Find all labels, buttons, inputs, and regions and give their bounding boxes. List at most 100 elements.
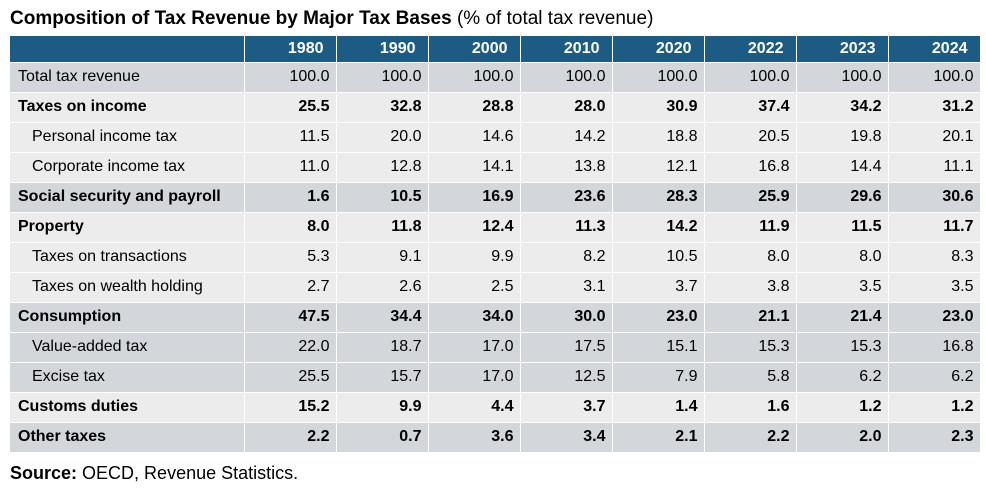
table-cell-value: 22.0: [244, 332, 337, 363]
row-label: Social security and payroll: [10, 182, 245, 213]
table-cell-value: 3.7: [520, 392, 613, 423]
table-cell-value: 18.7: [336, 332, 429, 363]
table-cell-value: 14.2: [520, 122, 613, 153]
table-cell-value: 4.4: [428, 392, 521, 423]
table-row: Property 8.0 11.8 12.4 11.3 14.2 11.9 11.5 11.7: [10, 212, 981, 243]
table-cell-value: 10.5: [336, 182, 429, 213]
table-row: Other taxes 2.2 0.7 3.6 3.4 2.1 2.2 2.0 2.3: [10, 422, 981, 453]
table-cell-value: 7.9: [612, 362, 705, 393]
column-header-2024: 2024: [888, 36, 981, 63]
source-note: Source: OECD, Revenue Statistics.: [10, 463, 298, 484]
table-cell-value: 100.0: [244, 62, 337, 93]
table-cell-value: 2.0: [796, 422, 889, 453]
table-cell-value: 28.8: [428, 92, 521, 123]
column-header-2023: 2023: [796, 36, 889, 63]
table-cell-value: 18.8: [612, 122, 705, 153]
table-cell-value: 1.2: [888, 392, 981, 423]
table-header-row: 1980 1990 2000 2010 2020 2022 2023 2024: [10, 36, 981, 63]
table-row: Corporate income tax 11.0 12.8 14.1 13.8 12.1…: [10, 152, 981, 183]
table-cell-value: 21.4: [796, 302, 889, 333]
table-cell-value: 11.9: [704, 212, 797, 243]
table-row: Social security and payroll 1.6 10.5 16.9 23…: [10, 182, 981, 213]
table-cell-value: 29.6: [796, 182, 889, 213]
table-cell-value: 1.4: [612, 392, 705, 423]
column-header-2020: 2020: [612, 36, 705, 63]
column-header-2010: 2010: [520, 36, 613, 63]
table-cell-value: 12.5: [520, 362, 613, 393]
table-cell-value: 15.2: [244, 392, 337, 423]
column-header-2022: 2022: [704, 36, 797, 63]
table-cell-value: 100.0: [336, 62, 429, 93]
table-cell-value: 8.0: [244, 212, 337, 243]
table-cell-value: 28.0: [520, 92, 613, 123]
table-cell-value: 1.2: [796, 392, 889, 423]
table-cell-value: 6.2: [888, 362, 981, 393]
table-cell-value: 2.5: [428, 272, 521, 303]
row-label: Total tax revenue: [10, 62, 245, 93]
table-cell-value: 14.6: [428, 122, 521, 153]
table-cell-value: 8.3: [888, 242, 981, 273]
table-cell-value: 31.2: [888, 92, 981, 123]
table-cell-value: 8.0: [704, 242, 797, 273]
table-cell-value: 30.0: [520, 302, 613, 333]
table-cell-value: 11.3: [520, 212, 613, 243]
table-cell-value: 6.2: [796, 362, 889, 393]
table-title-main: Composition of Tax Revenue by Major Tax …: [10, 8, 452, 29]
table-row: Customs duties 15.2 9.9 4.4 3.7 1.4 1.6 1.2 1.2: [10, 392, 981, 423]
table-cell-value: 3.8: [704, 272, 797, 303]
row-label: Corporate income tax: [10, 152, 245, 183]
table-cell-value: 9.9: [336, 392, 429, 423]
row-label: Excise tax: [10, 362, 245, 393]
table-cell-value: 3.4: [520, 422, 613, 453]
table-cell-value: 16.8: [888, 332, 981, 363]
row-label: Consumption: [10, 302, 245, 333]
table-cell-value: 2.2: [244, 422, 337, 453]
table-cell-value: 21.1: [704, 302, 797, 333]
table-cell-value: 2.1: [612, 422, 705, 453]
table-cell-value: 9.1: [336, 242, 429, 273]
table-cell-value: 23.6: [520, 182, 613, 213]
table-cell-value: 20.1: [888, 122, 981, 153]
row-label: Taxes on wealth holding: [10, 272, 245, 303]
table-cell-value: 23.0: [888, 302, 981, 333]
table-cell-value: 30.6: [888, 182, 981, 213]
table-cell-value: 2.7: [244, 272, 337, 303]
column-header-1990: 1990: [336, 36, 429, 63]
table-cell-value: 30.9: [612, 92, 705, 123]
table-cell-value: 3.5: [888, 272, 981, 303]
table-cell-value: 1.6: [704, 392, 797, 423]
table-cell-value: 16.9: [428, 182, 521, 213]
row-label: Value-added tax: [10, 332, 245, 363]
table-cell-value: 12.4: [428, 212, 521, 243]
table-cell-value: 5.3: [244, 242, 337, 273]
table-cell-value: 17.5: [520, 332, 613, 363]
table-row: Value-added tax 22.0 18.7 17.0 17.5 15.1 15.3 1…: [10, 332, 981, 363]
table-cell-value: 20.5: [704, 122, 797, 153]
column-header-1980: 1980: [244, 36, 337, 63]
table-row: Taxes on transactions 5.3 9.1 9.9 8.2 10.5 8.0…: [10, 242, 981, 273]
table-cell-value: 12.8: [336, 152, 429, 183]
table-title-subtitle: (% of total tax revenue): [456, 8, 654, 29]
table-row: Excise tax 25.5 15.7 17.0 12.5 7.9 5.8 6.2 6.2: [10, 362, 981, 393]
row-label: Customs duties: [10, 392, 245, 423]
table-cell-value: 11.5: [244, 122, 337, 153]
table-cell-value: 3.5: [796, 272, 889, 303]
source-label: Source:: [10, 463, 78, 483]
tax-composition-table: 1980 1990 2000 2010 2020 2022 2023 2024 Total t…: [10, 36, 981, 453]
table-cell-value: 34.4: [336, 302, 429, 333]
table-cell-value: 11.8: [336, 212, 429, 243]
table-cell-value: 3.1: [520, 272, 613, 303]
table-cell-value: 1.6: [244, 182, 337, 213]
table-cell-value: 3.7: [612, 272, 705, 303]
table-cell-value: 100.0: [428, 62, 521, 93]
table-cell-value: 11.7: [888, 212, 981, 243]
table-cell-value: 11.0: [244, 152, 337, 183]
table-cell-value: 100.0: [796, 62, 889, 93]
table-row: Taxes on income 25.5 32.8 28.8 28.0 30.9 37.4 3…: [10, 92, 981, 123]
table-cell-value: 16.8: [704, 152, 797, 183]
table-cell-value: 15.7: [336, 362, 429, 393]
table-cell-value: 100.0: [888, 62, 981, 93]
table-cell-value: 12.1: [612, 152, 705, 183]
table-cell-value: 15.1: [612, 332, 705, 363]
table-cell-value: 100.0: [612, 62, 705, 93]
